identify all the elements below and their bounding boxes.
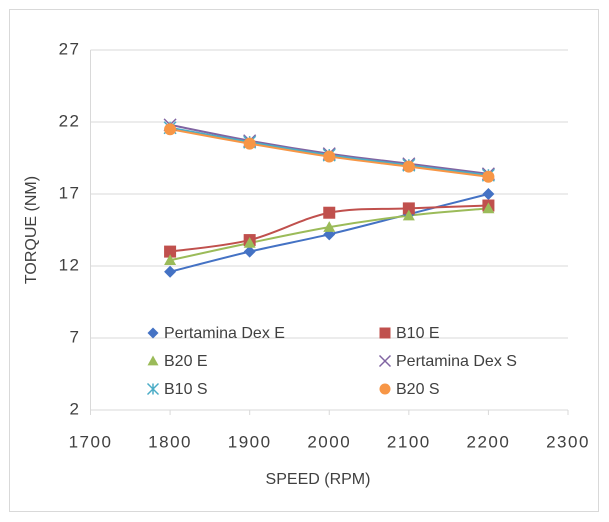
chart-border	[9, 9, 599, 512]
y-tick-label: 17	[59, 183, 81, 202]
y-tick-label: 22	[59, 111, 81, 130]
marker	[147, 327, 159, 339]
y-tick-label: 7	[70, 327, 81, 346]
marker	[147, 355, 159, 366]
legend-label: Pertamina Dex S	[396, 353, 517, 370]
legend-label: B10 S	[164, 381, 208, 398]
legend-label: B20 E	[164, 353, 208, 370]
marker	[402, 202, 415, 215]
legend-label: B10 E	[396, 325, 440, 342]
legend-label: Pertamina Dex E	[164, 325, 285, 342]
marker	[379, 383, 391, 395]
marker	[164, 123, 177, 136]
marker	[482, 188, 495, 200]
x-tick-label: 2200	[467, 432, 511, 451]
x-axis-title: SPEED (RPM)	[266, 471, 371, 488]
marker	[379, 327, 391, 339]
x-tick-label: 1800	[148, 432, 192, 451]
marker	[146, 382, 160, 396]
marker	[402, 209, 415, 221]
y-tick-label: 27	[59, 39, 81, 58]
y-tick-label: 12	[59, 255, 81, 274]
x-tick-label: 2100	[387, 432, 431, 451]
marker	[164, 254, 177, 266]
marker	[323, 150, 336, 163]
x-tick-label: 2300	[546, 432, 590, 451]
x-tick-label: 1700	[69, 432, 113, 451]
y-tick-label: 2	[70, 399, 81, 418]
marker	[323, 221, 336, 232]
x-tick-label: 1900	[228, 432, 272, 451]
marker	[323, 206, 336, 219]
marker	[378, 354, 392, 368]
marker	[243, 137, 256, 150]
marker	[402, 160, 415, 173]
marker	[243, 245, 256, 258]
marker	[243, 236, 256, 248]
marker	[482, 170, 495, 183]
y-axis-title: TORQUE (NM)	[23, 176, 40, 284]
marker	[164, 265, 177, 278]
marker	[482, 202, 495, 214]
marker	[164, 245, 177, 258]
x-tick-label: 2000	[307, 432, 351, 451]
legend-label: B20 S	[396, 381, 440, 398]
